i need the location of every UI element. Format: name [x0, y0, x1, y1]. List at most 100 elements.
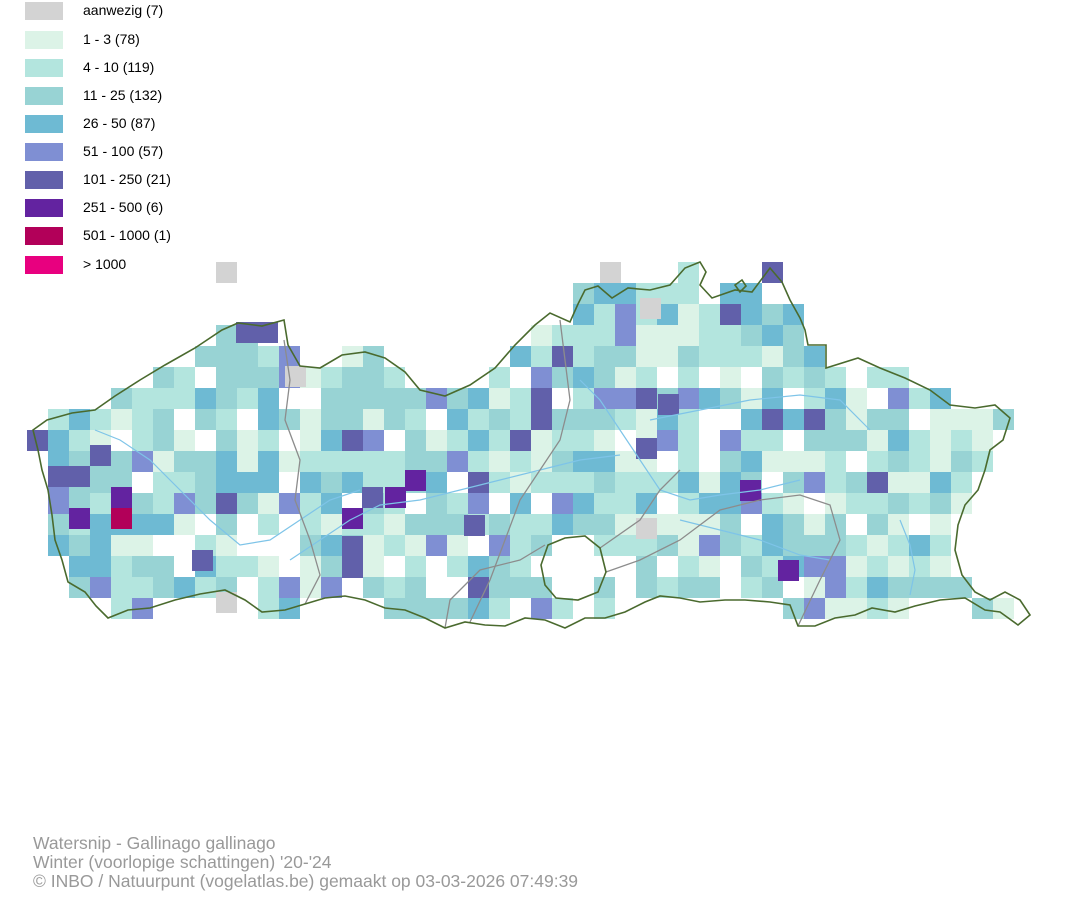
legend-item: 501 - 1000 (1) — [25, 227, 285, 245]
grid-cell — [48, 466, 69, 487]
grid-cell — [216, 367, 237, 388]
grid-cell — [699, 346, 720, 367]
grid-cell — [426, 493, 447, 514]
legend-label: 26 - 50 (87) — [83, 115, 156, 131]
grid-cell — [636, 346, 657, 367]
grid-cell — [594, 283, 615, 304]
grid-cell — [678, 262, 699, 283]
grid-cell — [405, 556, 426, 577]
grid-cell — [783, 304, 804, 325]
grid-cell — [930, 451, 951, 472]
grid-cell — [216, 409, 237, 430]
grid-cell — [657, 514, 678, 535]
grid-cell — [636, 388, 657, 409]
grid-cell — [257, 322, 278, 343]
grid-cell — [636, 409, 657, 430]
grid-cell — [699, 493, 720, 514]
grid-cell — [657, 577, 678, 598]
grid-cell — [510, 451, 531, 472]
grid-cell — [447, 409, 468, 430]
grid-cell — [362, 487, 383, 508]
grid-cell — [69, 508, 90, 529]
grid-cell — [258, 430, 279, 451]
legend-label: 101 - 250 (21) — [83, 171, 171, 187]
grid-cell — [531, 346, 552, 367]
grid-cell — [258, 409, 279, 430]
grid-cell — [615, 514, 636, 535]
grid-cell — [594, 430, 615, 451]
grid-cell — [384, 535, 405, 556]
province-border-line — [283, 339, 321, 605]
grid-cell — [783, 325, 804, 346]
grid-cell — [405, 514, 426, 535]
grid-cell — [867, 451, 888, 472]
grid-cell — [405, 598, 426, 619]
legend-item: 11 - 25 (132) — [25, 87, 285, 105]
grid-cell — [531, 430, 552, 451]
grid-cell — [531, 409, 552, 430]
grid-cell — [867, 367, 888, 388]
grid-cell — [741, 577, 762, 598]
grid-cell — [678, 472, 699, 493]
grid-cell — [762, 514, 783, 535]
baarle-hertog-enclave — [733, 278, 748, 294]
legend-swatch — [25, 115, 63, 133]
grid-cell — [720, 388, 741, 409]
grid-cell — [909, 451, 930, 472]
grid-cell — [783, 472, 804, 493]
grid-cell — [552, 430, 573, 451]
grid-cell — [342, 557, 363, 578]
grid-cell — [573, 325, 594, 346]
legend-item: 101 - 250 (21) — [25, 171, 285, 189]
grid-cell — [930, 556, 951, 577]
grid-cell — [426, 388, 447, 409]
grid-cell — [48, 514, 69, 535]
grid-cell — [699, 388, 720, 409]
grid-cell — [384, 388, 405, 409]
grid-cell — [216, 556, 237, 577]
grid-cell — [594, 514, 615, 535]
grid-cell — [384, 409, 405, 430]
river-line — [94, 429, 361, 546]
grid-cell — [657, 325, 678, 346]
grid-cell — [636, 325, 657, 346]
grid-cell — [90, 535, 111, 556]
grid-cell — [846, 493, 867, 514]
legend-item: 51 - 100 (57) — [25, 143, 285, 161]
grid-cell — [132, 451, 153, 472]
grid-cell — [279, 451, 300, 472]
grid-cell — [237, 367, 258, 388]
grid-cell — [468, 430, 489, 451]
grid-cell — [867, 430, 888, 451]
grid-cell — [132, 514, 153, 535]
grid-cell — [594, 304, 615, 325]
grid-cell — [342, 388, 363, 409]
grid-cell — [237, 493, 258, 514]
grid-cell — [342, 409, 363, 430]
grid-cell — [640, 298, 661, 319]
grid-cell — [90, 577, 111, 598]
grid-cell — [615, 472, 636, 493]
grid-cell — [468, 388, 489, 409]
grid-cell — [468, 556, 489, 577]
grid-cell — [258, 388, 279, 409]
grid-cell — [762, 577, 783, 598]
legend-swatch — [25, 171, 63, 189]
grid-cell — [930, 472, 951, 493]
grid-cell — [720, 493, 741, 514]
grid-cell — [909, 430, 930, 451]
grid-cell — [447, 451, 468, 472]
grid-cell — [90, 409, 111, 430]
grid-cell — [993, 409, 1014, 430]
grid-cell — [573, 514, 594, 535]
grid-cell — [615, 451, 636, 472]
grid-cell — [405, 470, 426, 491]
grid-cell — [657, 304, 678, 325]
grid-cell — [573, 409, 594, 430]
grid-cell — [237, 430, 258, 451]
grid-cell — [279, 409, 300, 430]
grid-cell — [867, 556, 888, 577]
grid-cell — [930, 514, 951, 535]
grid-cell — [951, 430, 972, 451]
grid-cell — [321, 388, 342, 409]
